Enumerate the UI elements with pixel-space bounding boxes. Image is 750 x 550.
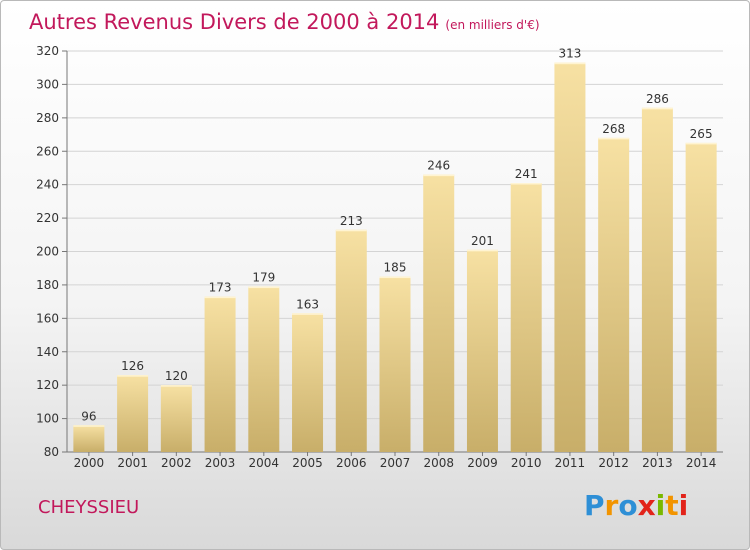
y-tick-label: 320 xyxy=(36,44,59,58)
value-label: 286 xyxy=(646,92,669,106)
bar-2000 xyxy=(73,425,105,452)
y-tick-label: 120 xyxy=(36,378,59,392)
bar-2011 xyxy=(554,62,586,453)
x-tick-label: 2012 xyxy=(598,456,629,470)
y-tick-label: 200 xyxy=(36,245,59,259)
logo-letter: i xyxy=(678,489,689,522)
value-label: 185 xyxy=(384,261,407,275)
y-tick-label: 80 xyxy=(44,445,59,459)
value-label: 120 xyxy=(165,369,188,383)
x-tick-label: 2006 xyxy=(336,456,367,470)
x-tick-label: 2007 xyxy=(380,456,411,470)
y-tick-label: 220 xyxy=(36,211,59,225)
value-label: 246 xyxy=(427,159,450,173)
chart-title-text: Autres Revenus Divers de 2000 à 2014 xyxy=(29,10,440,34)
bar-top-highlight xyxy=(204,296,236,299)
bar-2012 xyxy=(598,137,630,452)
bar-top-highlight xyxy=(73,425,105,427)
logo-letter: t xyxy=(665,489,679,522)
bar-top-highlight xyxy=(554,62,586,65)
y-tick-label: 160 xyxy=(36,311,59,325)
x-tick-label: 2004 xyxy=(249,456,280,470)
y-tick-label: 260 xyxy=(36,144,59,158)
bars xyxy=(73,62,717,453)
bar-top-highlight xyxy=(423,174,455,177)
x-tick-labels: 2000 2001 2002 2003 2004 2005 2006 2007 2008 2009… xyxy=(74,452,717,470)
value-label: 213 xyxy=(340,214,363,228)
proxiti-logo: Proxiti xyxy=(584,489,688,522)
bar-2002 xyxy=(160,385,192,452)
logo-letter: o xyxy=(618,489,638,522)
bar-2010 xyxy=(510,182,542,452)
bar-2007 xyxy=(379,276,411,452)
bar-top-highlight xyxy=(335,229,367,232)
bar-top-highlight xyxy=(117,375,149,377)
y-tick-label: 180 xyxy=(36,278,59,292)
value-label: 265 xyxy=(690,127,713,141)
bar-2008 xyxy=(423,174,455,452)
value-label: 96 xyxy=(81,409,96,423)
bar-2013 xyxy=(641,107,673,452)
x-tick-label: 2013 xyxy=(642,456,673,470)
bar-2014 xyxy=(685,142,717,453)
x-tick-label: 2009 xyxy=(467,456,498,470)
x-tick-label: 2014 xyxy=(686,456,717,470)
value-label: 173 xyxy=(209,281,232,295)
value-label: 268 xyxy=(602,122,625,136)
bar-2009 xyxy=(466,249,498,452)
y-tick-label: 140 xyxy=(36,345,59,359)
bar-top-highlight xyxy=(160,385,192,387)
bar-top-highlight xyxy=(466,249,498,252)
x-tick-label: 2005 xyxy=(292,456,323,470)
value-label: 126 xyxy=(121,359,144,373)
x-tick-label: 2008 xyxy=(423,456,454,470)
x-tick-label: 2003 xyxy=(205,456,236,470)
y-tick-label: 300 xyxy=(36,77,59,91)
logo-letter: x xyxy=(637,489,656,522)
chart-subtitle: (en milliers d'€) xyxy=(445,18,540,32)
value-label: 179 xyxy=(252,271,275,285)
value-label: 313 xyxy=(558,47,581,61)
bar-2001 xyxy=(117,375,149,452)
chart-title: Autres Revenus Divers de 2000 à 2014 (en … xyxy=(29,10,540,34)
x-tick-label: 2001 xyxy=(117,456,148,470)
bar-top-highlight xyxy=(379,276,411,279)
bar-top-highlight xyxy=(292,313,324,315)
value-label: 201 xyxy=(471,234,494,248)
x-tick-label: 2002 xyxy=(161,456,192,470)
value-label: 241 xyxy=(515,167,538,181)
data-labels: 96 126 120 173 179 163 213 185 246 201 241 313 268 28… xyxy=(81,47,712,424)
y-tick-label: 240 xyxy=(36,178,59,192)
value-label: 163 xyxy=(296,297,319,311)
bar-2005 xyxy=(292,313,324,452)
y-tick-label: 280 xyxy=(36,111,59,125)
y-tick-labels: 80 100 120 140 160 180 200 220 240 260 280 300 320 xyxy=(36,44,59,459)
bar-top-highlight xyxy=(641,107,673,110)
logo-letter: r xyxy=(604,489,619,522)
place-name: CHEYSSIEU xyxy=(38,497,140,518)
bar-2006 xyxy=(335,229,367,452)
y-tick-label: 100 xyxy=(36,412,59,426)
logo-letter: i xyxy=(655,489,666,522)
bar-top-highlight xyxy=(685,142,717,145)
bar-2004 xyxy=(248,286,280,452)
bar-top-highlight xyxy=(510,182,542,185)
x-tick-label: 2011 xyxy=(555,456,586,470)
logo-letter: P xyxy=(584,489,605,522)
x-tick-label: 2010 xyxy=(511,456,542,470)
bar-top-highlight xyxy=(248,286,280,289)
bar-top-highlight xyxy=(598,137,630,140)
bar-2003 xyxy=(204,296,236,452)
x-tick-label: 2000 xyxy=(74,456,105,470)
